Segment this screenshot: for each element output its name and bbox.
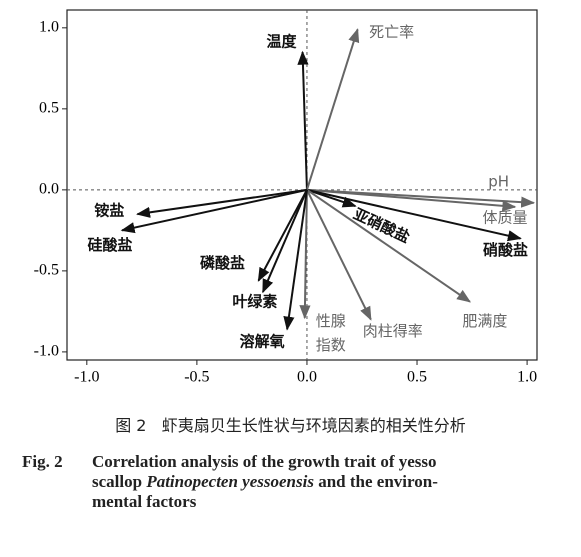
- vector-label: 溶解氧: [240, 333, 285, 351]
- caption-text: mental factors: [92, 492, 197, 511]
- vector-arrow: [262, 189, 308, 294]
- vector-arrow: [306, 188, 517, 212]
- caption-text: Patinopecten yessoensis: [146, 472, 314, 491]
- y-tick-label: 0.0: [39, 181, 59, 198]
- vector-label: 温度: [267, 33, 298, 51]
- caption-text: and the environ-: [313, 472, 438, 491]
- x-tick-label: -1.0: [74, 369, 99, 386]
- vector-arrow: [306, 189, 472, 303]
- vector-label: 肉柱得率: [363, 322, 423, 340]
- caption-text: 虾夷扇贝生长性状与环境因素的相关性分析: [161, 416, 466, 435]
- caption-en: Fig. 2 Correlation analysis of the growth…: [22, 452, 562, 512]
- vector-arrow: [283, 189, 308, 331]
- vector-arrow: [299, 189, 311, 320]
- vector-arrow: [120, 188, 308, 234]
- x-tick-label: -0.5: [184, 369, 209, 386]
- vector-label: 死亡率: [369, 23, 414, 41]
- y-tick-label: 0.5: [39, 100, 59, 117]
- vector-arrow: [136, 188, 308, 218]
- vector-arrow: [305, 28, 360, 191]
- x-tick-label: 0.5: [407, 369, 427, 386]
- vector-arrow: [297, 50, 309, 190]
- x-tick-label: 1.0: [517, 369, 537, 386]
- vector-label: pH: [488, 172, 509, 190]
- vector-arrow: [257, 189, 308, 282]
- caption-text: scallop: [92, 472, 147, 491]
- vector-label: 硅酸盐: [88, 236, 133, 254]
- vector-label: 叶绿素: [232, 292, 277, 310]
- caption-cn: 图 2 虾夷扇贝生长性状与环境因素的相关性分析: [0, 412, 581, 436]
- y-tick-label: -0.5: [34, 262, 59, 279]
- fig-label: Fig. 2: [22, 452, 63, 471]
- fig-label: 图 2: [115, 416, 147, 435]
- y-tick-label: 1.0: [39, 18, 59, 35]
- vector-label: 磷酸盐: [200, 254, 245, 272]
- vector-label: 肥满度: [462, 312, 507, 330]
- vector-arrow: [306, 188, 357, 208]
- vector-label: 铵盐: [94, 202, 124, 220]
- y-tick-label: -1.0: [34, 343, 59, 360]
- x-tick-label: 0.0: [297, 369, 317, 386]
- plot-frame: [66, 9, 538, 361]
- chart: -1.0 -0.5 0.0 0.5 1.0 -1.0 -0.5 0.0 0.5 1.0 温度 死亡率 p…: [34, 9, 538, 386]
- vector-label: 硝酸盐: [483, 241, 528, 259]
- vector-label: 性腺指数: [315, 311, 346, 354]
- caption-text: Correlation analysis of the growth trait…: [92, 452, 437, 471]
- vector-arrow: [306, 189, 372, 321]
- vector-label: 体质量: [482, 208, 527, 226]
